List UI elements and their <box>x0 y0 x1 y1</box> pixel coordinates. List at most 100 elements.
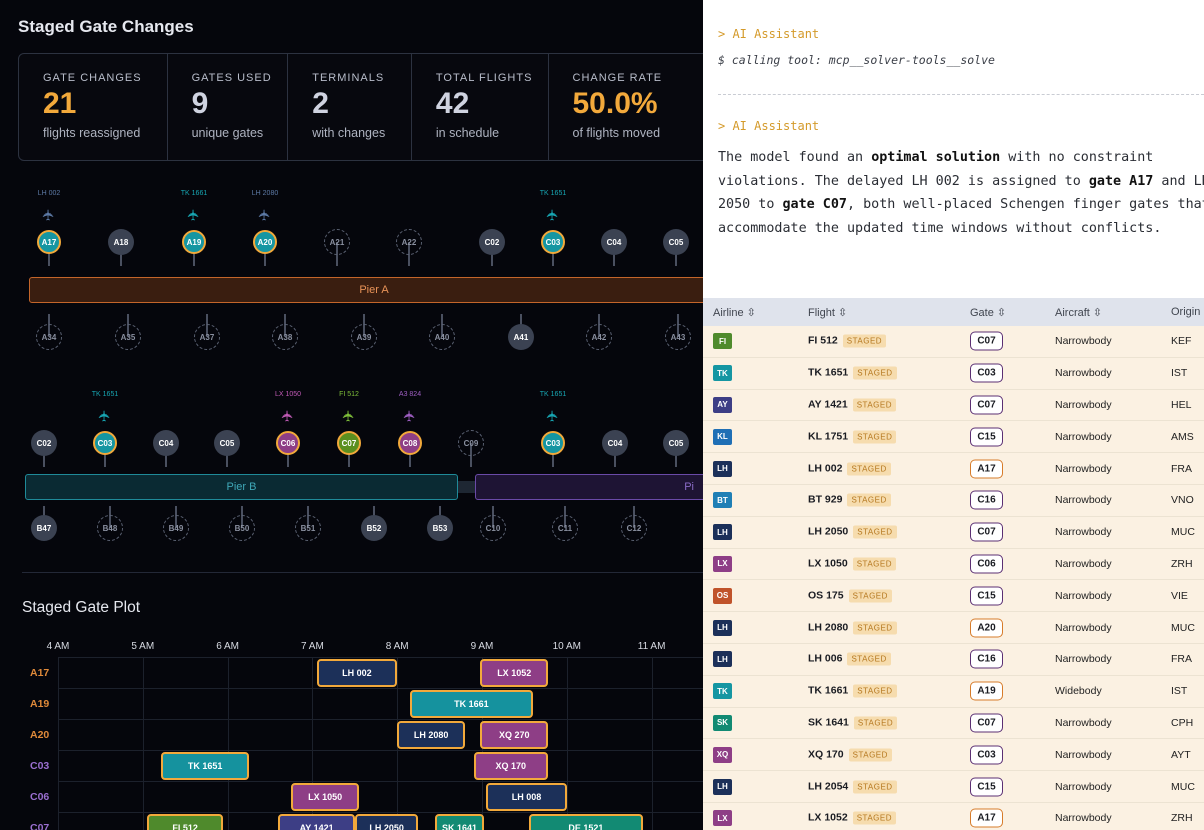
gate-marker-b49[interactable]: B49 <box>163 515 189 541</box>
column-header-gate[interactable]: Gate ⇳ <box>970 306 1006 319</box>
gate-pill[interactable]: A17 <box>970 459 1003 479</box>
flight-bar[interactable]: AY 1421 <box>278 813 355 830</box>
gate-marker-a34[interactable]: A34 <box>36 324 62 350</box>
gate-pill[interactable]: C03 <box>970 745 1003 765</box>
gate-marker-a37[interactable]: A37 <box>194 324 220 350</box>
gate-marker-a35[interactable]: A35 <box>115 324 141 350</box>
pier-a-bar[interactable]: Pier A <box>29 277 703 303</box>
table-row[interactable]: LH LH 2050 STAGED C07 Narrowbody MUC <box>703 516 1204 549</box>
stat-gates-used: GATES USED 9 unique gates <box>168 54 289 160</box>
table-row[interactable]: LH LH 2080 STAGED A20 Narrowbody MUC <box>703 612 1204 644</box>
gate-marker-c03[interactable]: C03 <box>93 431 117 455</box>
table-row[interactable]: TK TK 1651 STAGED C03 Narrowbody IST <box>703 357 1204 390</box>
gate-marker-b51[interactable]: B51 <box>295 515 321 541</box>
gate-pill[interactable]: C15 <box>970 586 1003 606</box>
gate-marker-c08[interactable]: C08 <box>398 431 422 455</box>
gate-marker-a22[interactable]: A22 <box>396 229 422 255</box>
gate-marker-a42[interactable]: A42 <box>586 324 612 350</box>
flight-bar[interactable]: XQ 170 <box>473 751 549 780</box>
gate-marker-b53[interactable]: B53 <box>427 515 453 541</box>
gate-marker-a38[interactable]: A38 <box>272 324 298 350</box>
flight-bar[interactable]: XQ 270 <box>480 720 549 749</box>
gate-pill[interactable]: C07 <box>970 331 1003 351</box>
gate-marker-a39[interactable]: A39 <box>351 324 377 350</box>
flight-bar[interactable]: DE 1521 <box>528 813 644 830</box>
gate-pill[interactable]: A17 <box>970 808 1003 828</box>
sort-icon[interactable]: ⇳ <box>837 307 848 319</box>
aircraft-cell: Narrowbody <box>1055 621 1112 634</box>
gate-pill[interactable]: C15 <box>970 427 1003 447</box>
gate-marker-a18[interactable]: A18 <box>108 229 134 255</box>
gate-pill[interactable]: C07 <box>970 713 1003 733</box>
gate-pill[interactable]: C15 <box>970 777 1003 797</box>
gate-marker-a41[interactable]: A41 <box>508 324 534 350</box>
column-header-flight[interactable]: Flight ⇳ <box>808 306 847 319</box>
gate-marker-c05[interactable]: C05 <box>663 229 689 255</box>
flight-bar[interactable]: LH 2050 <box>354 813 419 830</box>
gate-pill[interactable]: C03 <box>970 363 1003 383</box>
gate-marker-c05[interactable]: C05 <box>663 430 689 456</box>
pier-b-bar[interactable]: Pier B <box>25 474 458 500</box>
gate-marker-a40[interactable]: A40 <box>429 324 455 350</box>
gate-marker-c10[interactable]: C10 <box>480 515 506 541</box>
table-row[interactable]: BT BT 929 STAGED C16 Narrowbody VNO <box>703 484 1204 517</box>
flight-bar[interactable]: LX 1050 <box>291 782 360 811</box>
flight-bar[interactable]: TK 1661 <box>409 689 533 718</box>
table-row[interactable]: LH LH 2054 STAGED C15 Narrowbody MUC <box>703 771 1204 803</box>
gate-marker-a21[interactable]: A21 <box>324 229 350 255</box>
table-row[interactable]: XQ XQ 170 STAGED C03 Narrowbody AYT <box>703 739 1204 772</box>
flight-bar[interactable]: SK 1641 <box>435 813 484 830</box>
table-row[interactable]: OS OS 175 STAGED C15 Narrowbody VIE <box>703 580 1204 613</box>
table-row[interactable]: LX LX 1052 STAGED A17 Narrowbody ZRH <box>703 802 1204 830</box>
gate-pill[interactable]: C16 <box>970 490 1003 510</box>
table-row[interactable]: LX LX 1050 STAGED C06 Narrowbody ZRH <box>703 548 1204 581</box>
gate-pill[interactable]: A19 <box>970 681 1003 701</box>
flight-bar[interactable]: LX 1052 <box>480 658 549 687</box>
sort-icon[interactable]: ⇳ <box>996 307 1007 319</box>
gate-marker-c09[interactable]: C09 <box>458 430 484 456</box>
table-row[interactable]: SK SK 1641 STAGED C07 Narrowbody CPH <box>703 707 1204 740</box>
gate-pill[interactable]: C16 <box>970 649 1003 669</box>
gate-marker-c06[interactable]: C06 <box>276 431 300 455</box>
table-row[interactable]: FI FI 512 STAGED C07 Narrowbody KEF <box>703 326 1204 358</box>
flight-bar[interactable]: LH 002 <box>316 658 398 687</box>
table-row[interactable]: AY AY 1421 STAGED C07 Narrowbody HEL <box>703 389 1204 422</box>
flight-bar[interactable]: TK 1651 <box>161 751 249 780</box>
gate-marker-c11[interactable]: C11 <box>552 515 578 541</box>
table-row[interactable]: TK TK 1661 STAGED A19 Widebody IST <box>703 675 1204 708</box>
gate-marker-c04[interactable]: C04 <box>601 229 627 255</box>
gate-marker-c04[interactable]: C04 <box>153 430 179 456</box>
gate-pill[interactable]: A20 <box>970 618 1003 638</box>
flight-bar[interactable]: FI 512 <box>147 813 224 830</box>
gate-marker-b50[interactable]: B50 <box>229 515 255 541</box>
table-row[interactable]: LH LH 006 STAGED C16 Narrowbody FRA <box>703 643 1204 676</box>
gate-marker-c04[interactable]: C04 <box>602 430 628 456</box>
gate-marker-c03[interactable]: C03 <box>541 230 565 254</box>
gate-pill[interactable]: C07 <box>970 395 1003 415</box>
pier-c-bar[interactable]: Pi <box>475 474 703 500</box>
sort-icon[interactable]: ⇳ <box>1092 307 1103 319</box>
gate-marker-a43[interactable]: A43 <box>665 324 691 350</box>
column-header-airline[interactable]: Airline ⇳ <box>713 306 756 319</box>
gate-marker-c05[interactable]: C05 <box>214 430 240 456</box>
column-header-aircraft[interactable]: Aircraft ⇳ <box>1055 306 1102 319</box>
gate-marker-b48[interactable]: B48 <box>97 515 123 541</box>
gate-pill[interactable]: C07 <box>970 522 1003 542</box>
gate-pill[interactable]: C06 <box>970 554 1003 574</box>
gate-marker-c02[interactable]: C02 <box>31 430 57 456</box>
gate-marker-c07[interactable]: C07 <box>337 431 361 455</box>
gate-marker-c02[interactable]: C02 <box>479 229 505 255</box>
column-header-origin[interactable]: Origin <box>1171 306 1200 318</box>
gate-marker-c03[interactable]: C03 <box>541 431 565 455</box>
gate-marker-a20[interactable]: A20 <box>253 230 277 254</box>
gate-marker-b52[interactable]: B52 <box>361 515 387 541</box>
gate-marker-a19[interactable]: A19 <box>182 230 206 254</box>
table-row[interactable]: LH LH 002 STAGED A17 Narrowbody FRA <box>703 453 1204 485</box>
flight-bar[interactable]: LH 008 <box>486 782 567 811</box>
gate-marker-a17[interactable]: A17 <box>37 230 61 254</box>
sort-icon[interactable]: ⇳ <box>746 307 756 319</box>
gate-marker-c12[interactable]: C12 <box>621 515 647 541</box>
table-row[interactable]: KL KL 1751 STAGED C15 Narrowbody AMS <box>703 421 1204 454</box>
gate-marker-b47[interactable]: B47 <box>31 515 57 541</box>
flight-bar[interactable]: LH 2080 <box>397 720 466 749</box>
